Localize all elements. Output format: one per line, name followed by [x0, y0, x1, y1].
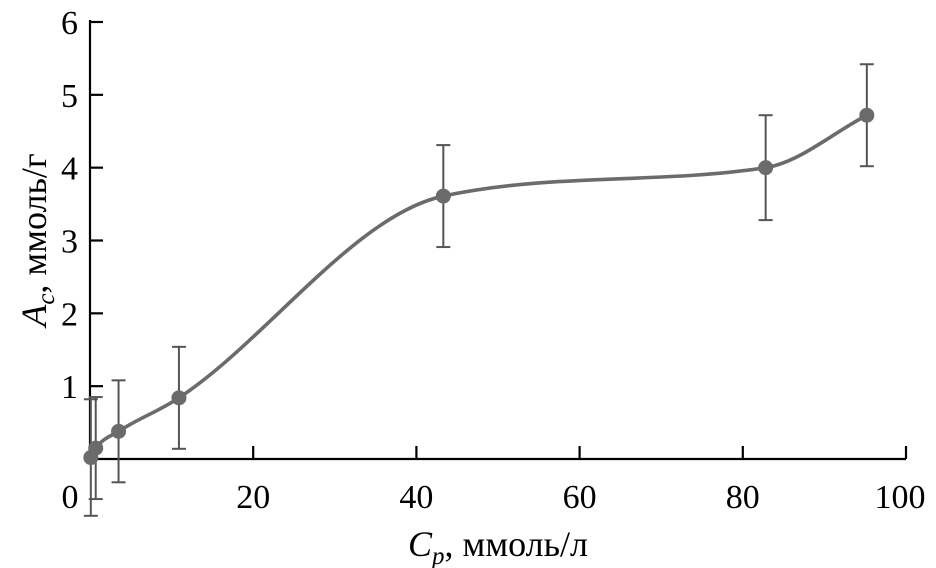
data-point — [171, 390, 187, 406]
y-tick-label: 6 — [61, 5, 78, 42]
x-tick-label: 100 — [875, 479, 926, 516]
y-axis-title-rest: , ммоль/г — [14, 153, 54, 293]
y-tick-label: 2 — [61, 296, 78, 333]
y-tick-label: 1 — [61, 369, 78, 406]
x-axis-ticks — [252, 446, 908, 459]
error-bars — [83, 63, 874, 517]
data-point — [111, 423, 127, 439]
data-point — [859, 107, 875, 123]
x-tick-label: 40 — [399, 479, 433, 516]
x-tick-label: 20 — [236, 479, 270, 516]
y-tick-label: 3 — [61, 224, 78, 261]
data-points — [83, 107, 875, 466]
x-tick-label: 60 — [563, 479, 597, 516]
x-tick-label: 80 — [726, 479, 760, 516]
y-axis-title-main: A — [14, 304, 54, 329]
x-axis-title-main: C — [408, 524, 433, 564]
x-axis-title-sub: p — [430, 543, 445, 568]
y-axis-title-sub: c — [33, 294, 60, 305]
series-line — [89, 113, 869, 460]
data-point — [435, 188, 451, 204]
y-axis-ticks — [90, 20, 103, 388]
x-axis-title-rest: , ммоль/л — [445, 524, 588, 564]
x-axis-title: Cp, ммоль/л — [408, 524, 588, 568]
data-point — [758, 160, 774, 176]
x-tick-label: 0 — [62, 479, 79, 516]
data-point — [88, 440, 104, 456]
y-tick-label: 4 — [61, 151, 78, 188]
y-tick-label: 5 — [61, 78, 78, 115]
y-axis-title: Ac, ммоль/г — [14, 153, 60, 328]
